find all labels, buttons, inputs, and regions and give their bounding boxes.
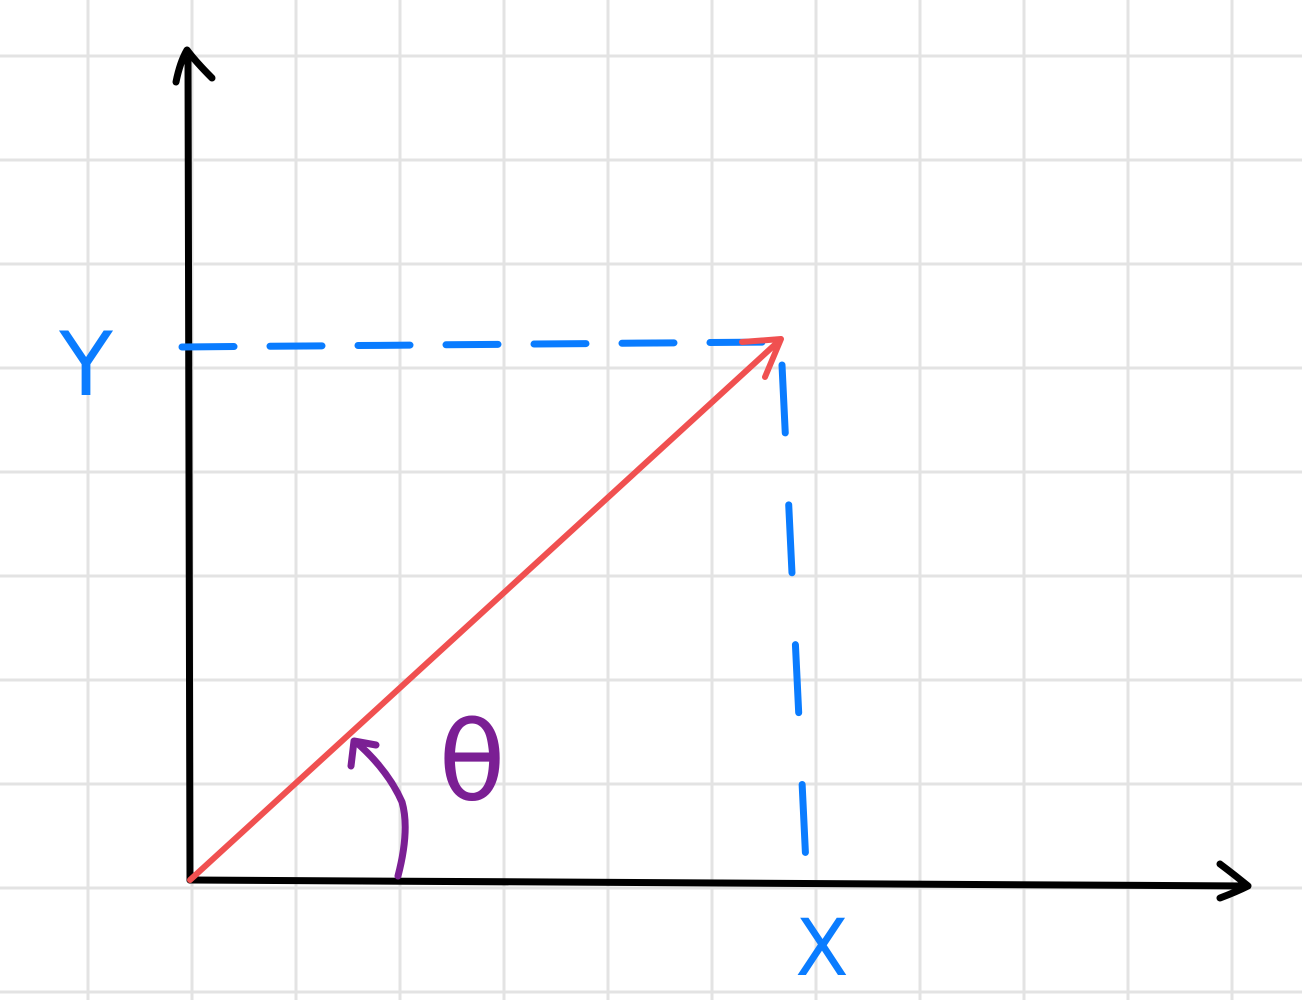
x-component-label: X xyxy=(795,904,848,994)
component-guides xyxy=(178,338,810,869)
angle-arrowhead xyxy=(347,737,380,770)
vector-line xyxy=(187,337,783,883)
y-component-dashed-line xyxy=(178,338,779,351)
y-axis xyxy=(184,56,194,884)
vector-arrowhead xyxy=(739,336,784,380)
angle-arc xyxy=(352,738,409,880)
y-axis-arrowhead xyxy=(172,46,216,86)
axes xyxy=(172,46,1252,902)
x-component-dashed-line xyxy=(778,361,810,869)
x-axis xyxy=(186,876,1250,890)
angle-marker xyxy=(347,737,409,880)
vector xyxy=(187,336,784,883)
angle-label: θ xyxy=(438,698,505,826)
x-axis-arrowhead xyxy=(1216,860,1252,902)
y-component-label: Y xyxy=(58,313,113,416)
